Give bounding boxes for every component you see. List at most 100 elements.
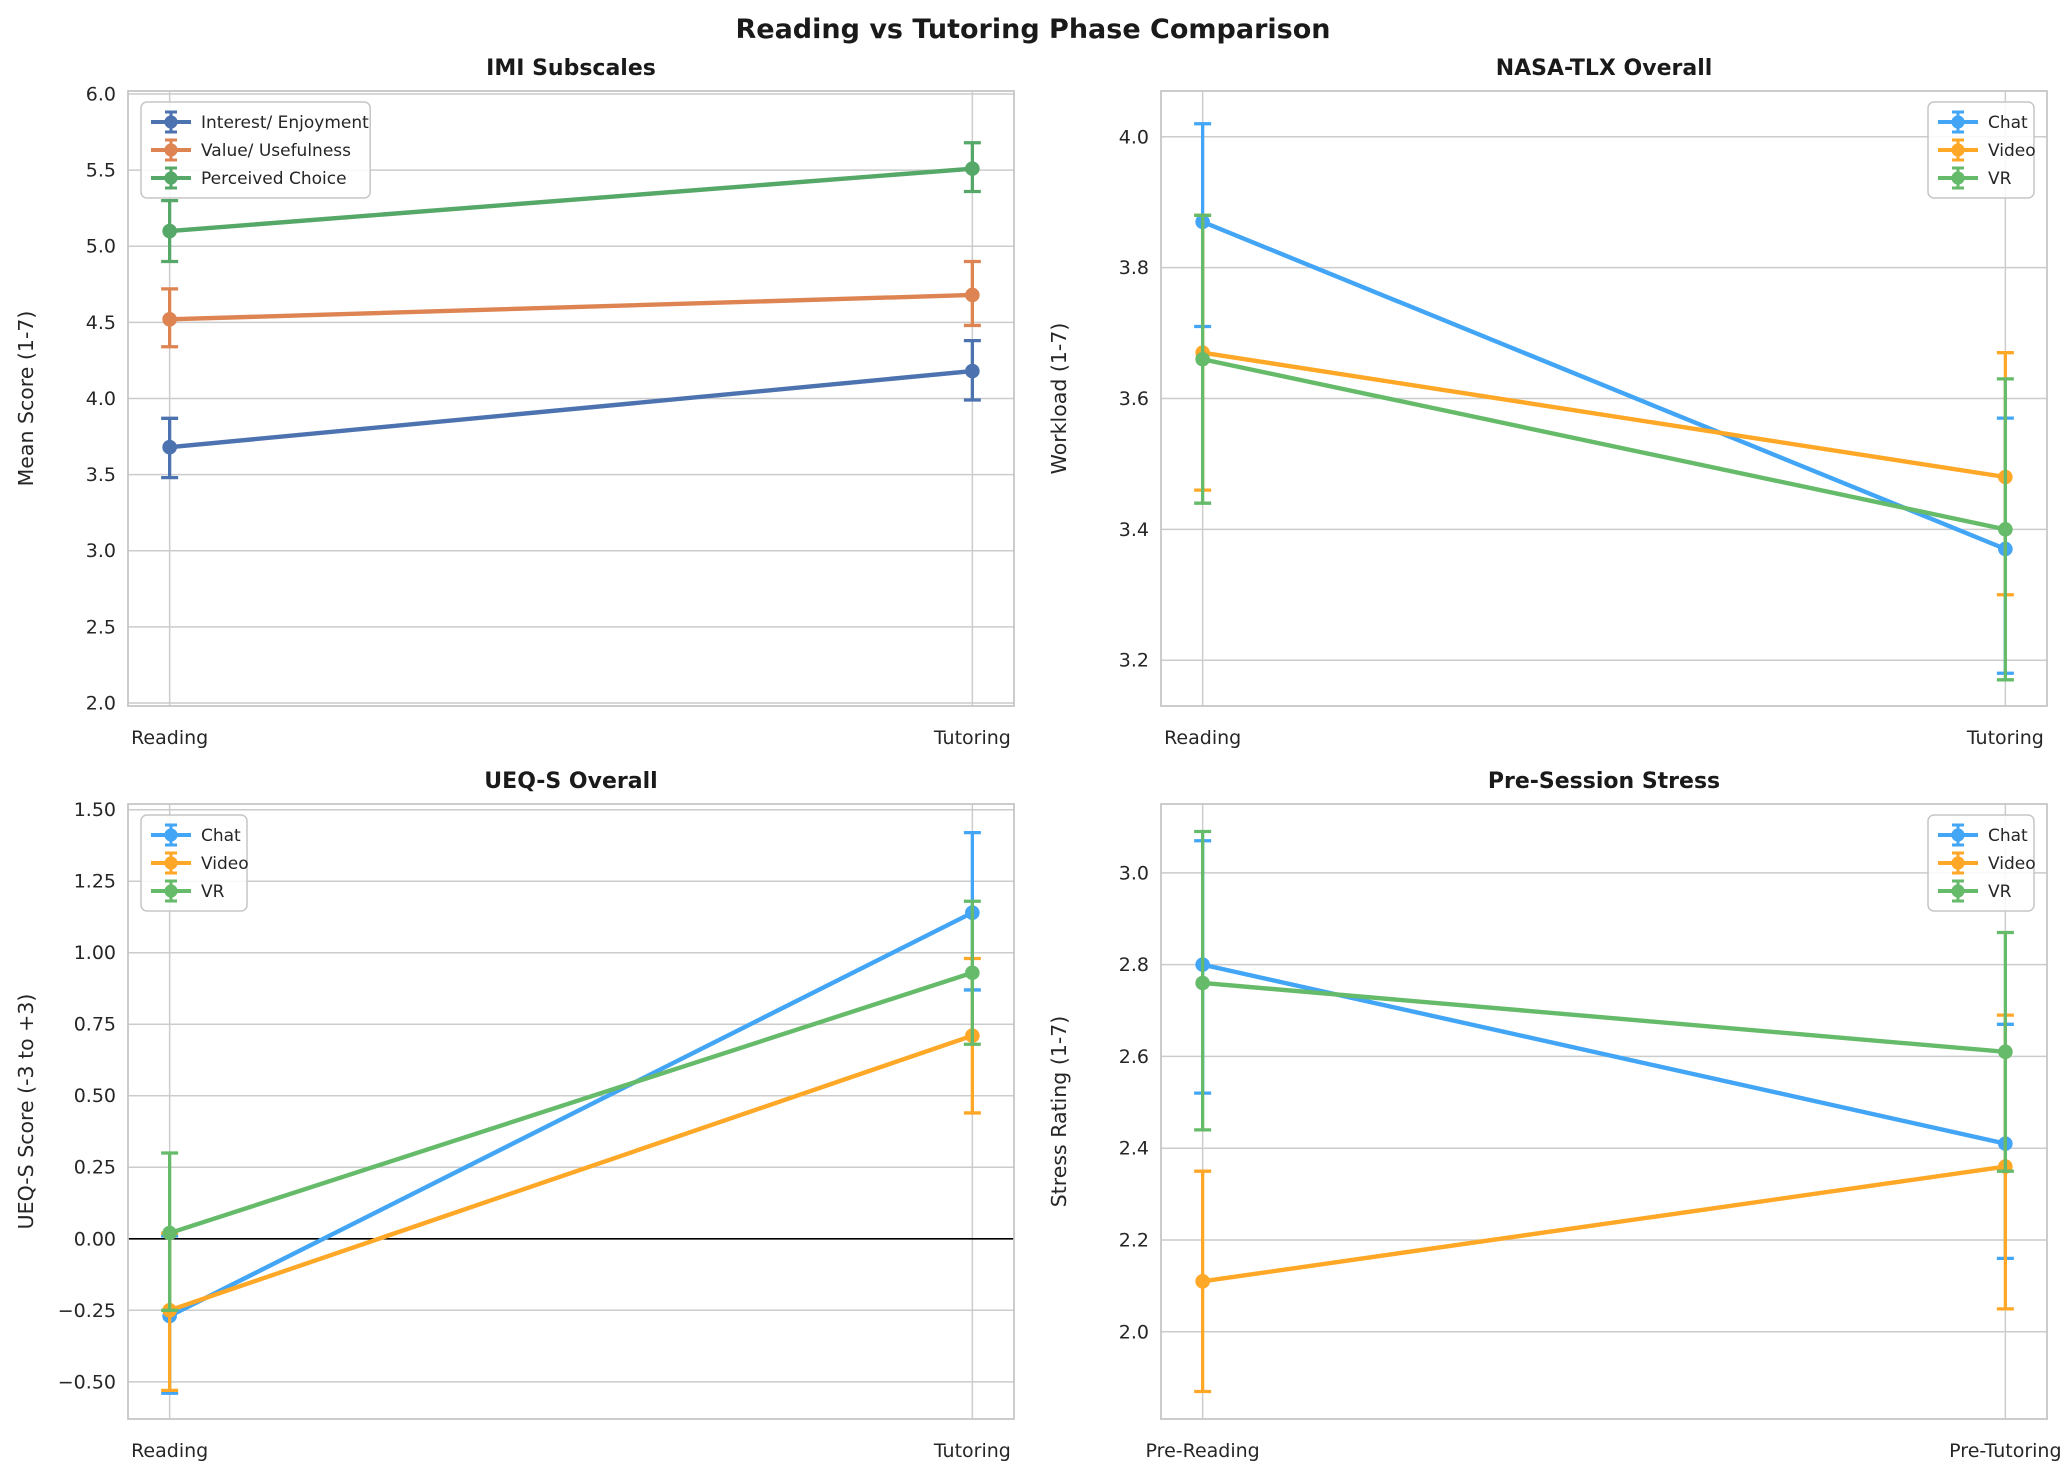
y-axis-label: Stress Rating (1-7)	[1047, 1016, 1071, 1208]
legend-marker-glyph	[1951, 115, 1965, 129]
x-tick-label: Tutoring	[933, 727, 1011, 749]
data-point	[965, 161, 980, 176]
legend-label: VR	[201, 882, 225, 902]
legend-box	[140, 101, 371, 199]
series-line	[167, 970, 975, 1236]
plot-frame	[1160, 90, 2048, 707]
legend-marker-glyph	[164, 884, 178, 898]
y-tick-label: 3.6	[1119, 388, 1149, 410]
legend-label: Chat	[1988, 826, 2028, 846]
subplot-title: IMI Subscales	[486, 56, 656, 81]
x-tick-label: Reading	[131, 727, 208, 749]
data-point	[965, 363, 980, 379]
series-line	[167, 292, 975, 322]
subplot-title: Pre-Session Stress	[1488, 769, 1720, 794]
y-tick-label: 3.5	[86, 464, 116, 486]
data-point	[1998, 522, 2013, 537]
legend-marker-glyph	[164, 171, 178, 185]
data-point	[162, 439, 177, 455]
data-point	[965, 965, 980, 981]
x-tick-label: Pre-Tutoring	[1949, 1440, 2061, 1462]
x-tick-label: Reading	[1164, 727, 1241, 749]
legend-label: Video	[201, 854, 249, 874]
legend-marker-glyph	[164, 115, 178, 129]
series-line	[1200, 1164, 2008, 1284]
series-line	[167, 910, 975, 1319]
legend-label: Value/ Usefulness	[201, 141, 351, 161]
y-tick-label: 3.0	[86, 540, 116, 562]
cell-imi-subscales: 2.0 2.5 3.0 3.5 4.0 4.5 5.0 5.5 6.0 Reading Tutori…	[0, 45, 1033, 758]
y-tick-label: 3.4	[1119, 519, 1149, 541]
y-axis-label: Workload (1-7)	[1047, 323, 1071, 475]
y-tick-label: 3.2	[1119, 650, 1149, 672]
y-tick-label: 4.5	[86, 312, 116, 334]
cell-ueq-s: −0.50 −0.25 0.00 0.25 0.50 0.75 1.00 1.25 1.50 Re…	[0, 758, 1033, 1471]
y-tick-label: −0.50	[58, 1371, 116, 1393]
data-point	[1195, 1274, 1210, 1289]
y-tick-label: 2.0	[86, 692, 116, 714]
y-tick-label: 0.25	[74, 1157, 116, 1179]
y-tick-label: 0.00	[74, 1228, 116, 1250]
y-tick-label: −0.25	[58, 1300, 116, 1322]
legend-marker-glyph	[1951, 171, 1965, 185]
series-line	[1200, 980, 2008, 1055]
legend-label: VR	[1988, 882, 2012, 902]
series-line	[1200, 219, 2008, 552]
series-line	[1200, 357, 2008, 532]
subplot-title: NASA-TLX Overall	[1496, 56, 1713, 81]
data-point	[162, 1225, 177, 1241]
legend-label: Chat	[1988, 113, 2028, 133]
y-axis-label: UEQ-S Score (-3 to +3)	[14, 994, 38, 1230]
y-tick-label: 1.50	[74, 799, 116, 821]
cell-nasa-tlx: 3.2 3.4 3.6 3.8 4.0 Reading Tutoring Workload (…	[1033, 45, 2066, 758]
legend-marker-glyph	[1951, 884, 1965, 898]
y-tick-label: 2.5	[86, 616, 116, 638]
x-tick-label: Reading	[131, 1440, 208, 1462]
series-line	[167, 166, 975, 234]
legend-marker-glyph	[1951, 143, 1965, 157]
y-tick-label: 2.4	[1119, 1138, 1149, 1160]
legend-marker-glyph	[164, 828, 178, 842]
legend-label: Video	[1988, 141, 2036, 161]
x-tick-label: Tutoring	[933, 1440, 1011, 1462]
y-tick-label: 2.8	[1119, 954, 1149, 976]
y-tick-label: 5.0	[86, 236, 116, 258]
legend-marker-glyph	[164, 143, 178, 157]
cell-pre-session-stress: 2.0 2.2 2.4 2.6 2.8 3.0 Pre-Reading Pre-Tutorin…	[1033, 758, 2066, 1471]
legend-label: Interest/ Enjoyment	[201, 113, 369, 133]
y-axis-label: Mean Score (1-7)	[14, 311, 38, 487]
series-line	[167, 368, 975, 450]
legend-label: VR	[1988, 169, 2012, 189]
data-point	[1195, 975, 1210, 991]
legend-marker-glyph	[1951, 856, 1965, 870]
chart-grid: 2.0 2.5 3.0 3.5 4.0 4.5 5.0 5.5 6.0 Reading Tutori…	[0, 45, 2066, 1471]
y-tick-label: 0.75	[74, 1014, 116, 1036]
data-point	[965, 287, 980, 303]
chart-pre-session-stress: 2.0 2.2 2.4 2.6 2.8 3.0 Pre-Reading Pre-Tutorin…	[1047, 769, 2062, 1462]
chart-nasa-tlx-overall: 3.2 3.4 3.6 3.8 4.0 Reading Tutoring Workload (…	[1047, 56, 2048, 749]
legend-label: Chat	[201, 826, 241, 846]
legend-marker-glyph	[164, 856, 178, 870]
chart-ueq-s-overall: −0.50 −0.25 0.00 0.25 0.50 0.75 1.00 1.25 1.50 Re…	[14, 769, 1015, 1462]
legend-label: Perceived Choice	[201, 169, 347, 189]
x-tick-label: Tutoring	[1966, 727, 2044, 749]
plot-frame	[1160, 803, 2048, 1420]
y-tick-label: 0.50	[74, 1085, 116, 1107]
y-tick-label: 2.6	[1119, 1046, 1149, 1068]
y-tick-label: 4.0	[1119, 126, 1149, 148]
x-tick-label: Pre-Reading	[1146, 1440, 1260, 1462]
legend-label: Video	[1988, 854, 2036, 874]
y-tick-label: 3.0	[1119, 862, 1149, 884]
data-point	[162, 223, 177, 239]
y-tick-label: 5.5	[86, 160, 116, 182]
legend-marker-glyph	[1951, 828, 1965, 842]
y-tick-label: 1.25	[74, 871, 116, 893]
chart-imi-subscales: 2.0 2.5 3.0 3.5 4.0 4.5 5.0 5.5 6.0 Reading Tutori…	[14, 56, 1015, 749]
plot-frame	[127, 90, 1015, 707]
y-tick-label: 3.8	[1119, 257, 1149, 279]
data-point	[1998, 1044, 2013, 1060]
y-tick-label: 2.0	[1119, 1321, 1149, 1343]
y-tick-label: 6.0	[86, 84, 116, 106]
data-point	[162, 312, 177, 327]
